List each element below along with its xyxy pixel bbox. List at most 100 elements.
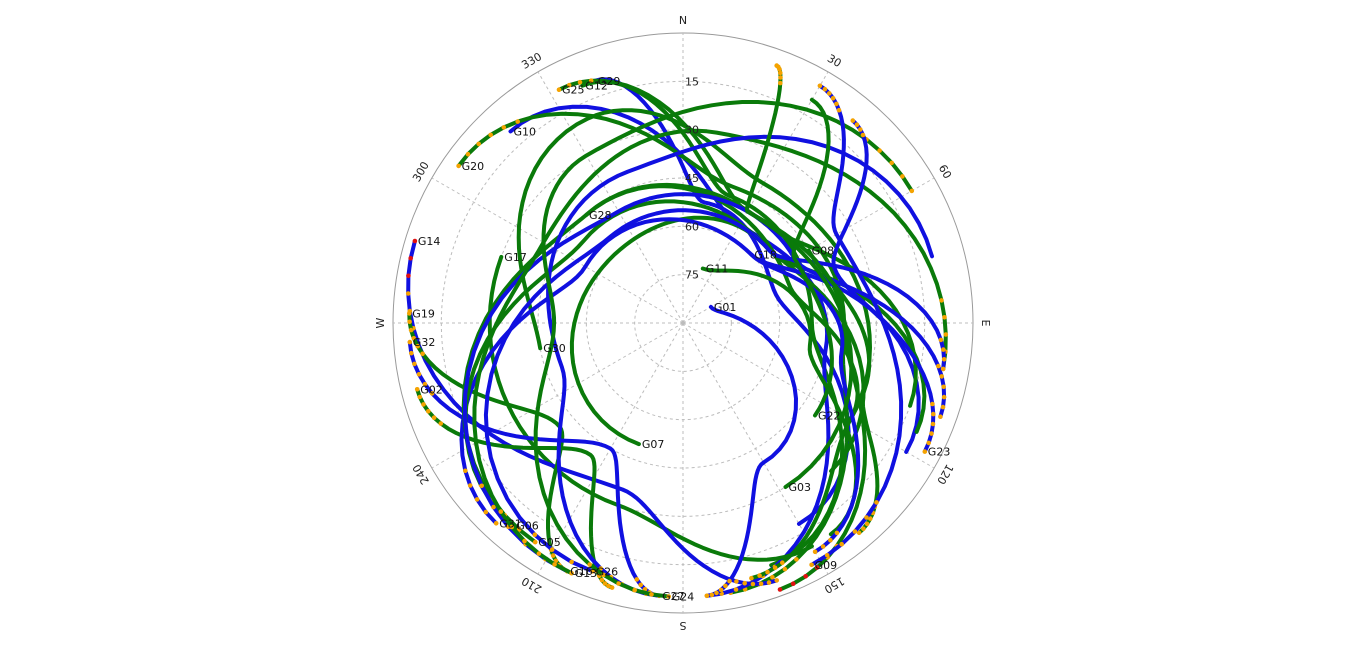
track-point: [834, 530, 840, 536]
elevation-tick-label: 45: [685, 172, 699, 185]
track-point: [704, 593, 710, 599]
track-point: [587, 562, 592, 567]
track-point: [828, 537, 833, 543]
track-line: [700, 266, 859, 537]
track-line: [557, 78, 850, 595]
track-point: [929, 431, 934, 436]
track-point: [824, 553, 830, 558]
elevation-tick-label: 30: [685, 124, 699, 137]
track-point: [599, 577, 605, 583]
track-point: [733, 587, 739, 592]
track-point: [549, 547, 555, 552]
track-point: [602, 581, 608, 586]
azimuth-spoke: [682, 322, 935, 469]
track-point: [850, 118, 856, 123]
track-point: [426, 409, 431, 414]
track-point: [941, 357, 947, 362]
track-point: [780, 560, 785, 565]
track-point: [790, 581, 796, 586]
satellite-label: G31: [499, 517, 522, 530]
satellite-label: G22: [818, 409, 841, 422]
satellite-label: G12: [585, 80, 608, 93]
track-point: [588, 78, 594, 83]
track-point: [757, 573, 762, 578]
track-point: [742, 580, 747, 586]
satellite-label: G16: [570, 565, 593, 578]
track-point: [463, 468, 468, 474]
azimuth-tick-label: 150: [822, 574, 847, 596]
track-point: [723, 583, 728, 589]
satellite-track-g09: [809, 83, 904, 568]
track-point: [774, 63, 779, 68]
satellite-track-g12: [580, 79, 845, 568]
satellite-track-g23: [831, 118, 936, 454]
azimuth-tick-label: 240: [410, 462, 432, 487]
track-point: [938, 337, 944, 343]
track-point: [422, 381, 428, 387]
track-point: [766, 580, 772, 585]
track-point: [632, 587, 637, 593]
track-point: [556, 87, 562, 92]
track-point: [417, 394, 423, 400]
track-point: [777, 587, 783, 592]
track-point: [854, 122, 860, 127]
azimuth-tick-label: 210: [519, 574, 544, 596]
track-line: [546, 134, 934, 598]
satellite-label: G24: [672, 591, 695, 604]
track-line: [806, 248, 880, 535]
track-point: [836, 107, 842, 113]
track-point: [812, 549, 818, 555]
satellite-label: G23: [928, 446, 951, 459]
track-point: [409, 350, 414, 356]
track-point: [940, 366, 946, 372]
track-line: [406, 239, 779, 586]
satellite-label: G10: [514, 125, 537, 138]
track-point: [827, 91, 832, 96]
track-point: [861, 526, 866, 531]
azimuth-tick-label: 300: [410, 159, 432, 184]
elevation-tick-label: 60: [685, 220, 699, 233]
satellite-label: G30: [543, 342, 566, 355]
track-point: [408, 327, 414, 333]
track-point: [817, 83, 823, 89]
satellite-track-g01: [704, 304, 798, 599]
track-line: [462, 192, 947, 574]
track-point: [421, 402, 426, 407]
satellite-track-g26: [483, 208, 947, 574]
track-point: [569, 559, 574, 565]
track-point: [856, 530, 862, 536]
azimuth-tick-label: 30: [825, 52, 844, 70]
track-point: [609, 585, 615, 590]
satellite-track-g24: [533, 100, 915, 599]
track-point: [778, 70, 783, 76]
track-point: [889, 160, 894, 166]
track-point: [864, 521, 870, 527]
track-point: [483, 509, 489, 515]
satellite-label: G29: [598, 75, 621, 88]
track-line: [749, 252, 861, 554]
track-point: [758, 581, 764, 587]
satellite-label: G02: [420, 383, 443, 396]
track-point: [830, 96, 836, 101]
track-point: [590, 569, 595, 574]
elevation-tick-label: 15: [685, 75, 699, 88]
track-point: [467, 483, 473, 488]
track-point: [868, 516, 873, 521]
track-point: [864, 515, 869, 520]
satellite-tracks: [405, 63, 949, 599]
track-point: [465, 151, 471, 157]
track-line: [483, 208, 947, 574]
track-point: [649, 592, 654, 597]
track-point: [936, 363, 941, 369]
track-point: [488, 132, 494, 138]
track-point: [536, 551, 542, 556]
satellite-label: G13: [575, 567, 598, 580]
track-point: [931, 411, 936, 417]
azimuth-tick-label: 330: [519, 50, 544, 72]
track-point: [516, 527, 522, 532]
track-point: [552, 562, 557, 567]
track-point: [940, 404, 946, 410]
track-point: [860, 132, 866, 138]
